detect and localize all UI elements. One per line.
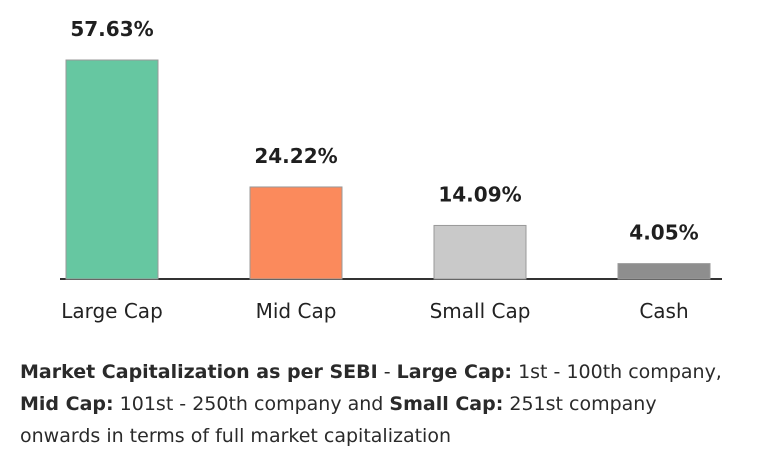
bars-group: [65, 59, 711, 280]
footnote-separator: -: [377, 361, 397, 383]
footnote-mid-cap-text: 101st - 250th company and: [113, 393, 390, 415]
footnote-large-cap-label: Large Cap:: [396, 361, 513, 383]
category-label-small-cap: Small Cap: [430, 299, 531, 323]
footnote-title: Market Capitalization as per SEBI: [20, 361, 378, 383]
category-label-mid-cap: Mid Cap: [256, 299, 337, 323]
bar-small-cap: [433, 224, 527, 280]
value-labels-group: 57.63% 24.22% 14.09% 4.05%: [70, 17, 698, 245]
footnote: Market Capitalization as per SEBI - Larg…: [20, 356, 740, 452]
category-label-cash: Cash: [639, 299, 688, 323]
value-label-small-cap: 14.09%: [438, 182, 521, 206]
footnote-small-cap-text: 251st company onwards in terms of full m…: [20, 393, 657, 447]
value-label-cash: 4.05%: [629, 221, 698, 245]
bar-chart: 57.63% 24.22% 14.09% 4.05% Large Cap Mid Cap…: [60, 17, 722, 323]
footnote-small-cap-label: Small Cap:: [389, 393, 504, 415]
value-label-mid-cap: 24.22%: [254, 144, 337, 168]
category-label-large-cap: Large Cap: [61, 299, 163, 323]
footnote-large-cap-text: 1st - 100th company,: [512, 361, 722, 383]
bar-mid-cap: [249, 186, 343, 280]
category-labels-group: Large Cap Mid Cap Small Cap Cash: [61, 299, 688, 323]
footnote-mid-cap-label: Mid Cap:: [20, 393, 114, 415]
bar-large-cap: [65, 59, 159, 280]
value-label-large-cap: 57.63%: [70, 17, 153, 41]
bar-cash: [617, 263, 711, 280]
